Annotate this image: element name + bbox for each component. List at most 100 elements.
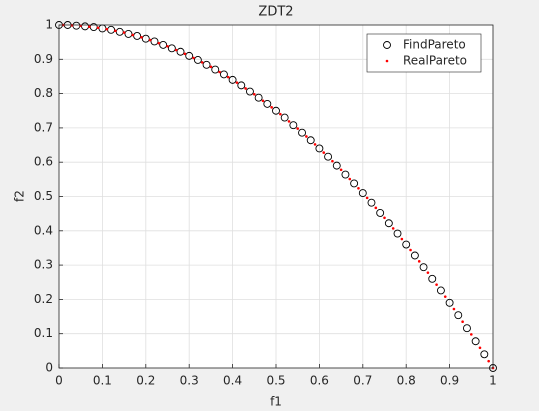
dot-marker [487,359,490,363]
dot-marker [226,75,230,79]
x-tick-label: 0.7 [353,374,372,388]
dot-marker [452,307,456,311]
x-tick-label: 0.5 [266,374,285,388]
dot-marker [417,260,421,263]
x-tick-label: 0 [55,374,63,388]
circle-marker [124,29,133,38]
x-tick-label: 0.1 [93,374,112,388]
dot-marker [148,38,152,42]
x-tick-label: 0.4 [223,374,242,388]
dot-marker [235,81,239,84]
y-tick-label: 0 [45,361,53,375]
circle-marker [419,263,428,272]
legend: FindPareto RealPareto [366,33,482,73]
dot-marker [305,135,308,138]
circle-marker [193,56,202,64]
circle-marker [272,106,280,115]
dot-marker [122,31,126,34]
dot-marker [339,168,343,172]
circle-marker [367,198,376,207]
x-tick-label: 0.8 [397,374,416,388]
dot-marker [131,33,135,37]
legend-label: RealPareto [403,54,467,68]
x-axis-label: f1 [270,395,282,409]
dot-marker [331,159,334,163]
y-tick-label: 0.6 [34,155,53,169]
circle-marker [445,298,454,307]
dot-marker [253,92,256,96]
circle-marker [159,40,168,49]
circle-marker [141,34,150,43]
dot-marker [174,48,178,52]
y-tick-label: 0.4 [34,223,53,237]
circle-marker [280,113,289,122]
dot-marker [385,59,389,63]
circle-marker [383,41,391,49]
y-tick-label: 1 [45,18,53,32]
circle-marker [454,311,463,320]
dot-marker [200,61,204,64]
circle-marker [471,337,480,346]
circle-marker [219,70,228,79]
dot-marker [470,333,473,336]
axes-box [58,24,494,369]
dot-marker [374,206,378,210]
legend-label: FindPareto [403,38,466,52]
dot-marker [365,196,369,200]
dot-marker [279,112,282,116]
circle-marker [436,286,445,295]
x-tick-label: 0.9 [440,374,459,388]
circle-marker [176,47,185,56]
dot-marker [322,151,326,154]
x-tick-label: 0.6 [310,374,329,388]
circle-marker [298,128,306,137]
dot-marker [157,41,161,45]
circle-marker [410,251,419,260]
y-tick-label: 0.7 [34,120,53,134]
dot-marker [383,216,386,220]
circle-marker [463,324,471,333]
y-tick-label: 0.5 [34,189,53,203]
circle-marker [228,75,237,84]
circle-marker [376,209,385,217]
dot-marker [296,127,300,130]
circle-marker [384,219,393,228]
y-tick-label: 0.1 [34,326,53,340]
circle-marker [167,44,176,53]
y-tick-label: 0.3 [34,258,53,272]
circle-marker [324,152,333,161]
y-axis-label: f2 [13,190,27,202]
circle-marker [263,99,272,108]
dot-marker [391,227,395,230]
circle-marker [332,161,341,170]
dot-marker [183,52,187,56]
circle-marker [289,121,298,130]
circle-marker [402,240,411,249]
dot-marker [409,248,412,252]
circle-marker [237,81,246,90]
y-tick-label: 0.8 [34,86,53,100]
circle-marker [358,189,367,198]
dot-marker [270,106,273,109]
dot-marker [261,99,265,103]
dot-marker [313,143,317,146]
circle-marker [133,32,142,40]
circle-marker [428,274,437,283]
dot-marker [348,177,352,181]
circle-marker [341,170,350,179]
dot-marker [166,44,169,48]
circle-marker [254,93,263,102]
dot-marker [357,186,360,190]
circle-marker [185,51,194,60]
circle-marker [315,144,324,153]
circle-marker [202,60,211,69]
dot-marker [114,29,117,33]
dot-marker [88,25,91,29]
dot-marker [443,295,447,298]
dot-marker [400,237,404,241]
x-tick-label: 0.2 [136,374,155,388]
dot-marker [461,320,464,323]
legend-box [366,33,482,73]
